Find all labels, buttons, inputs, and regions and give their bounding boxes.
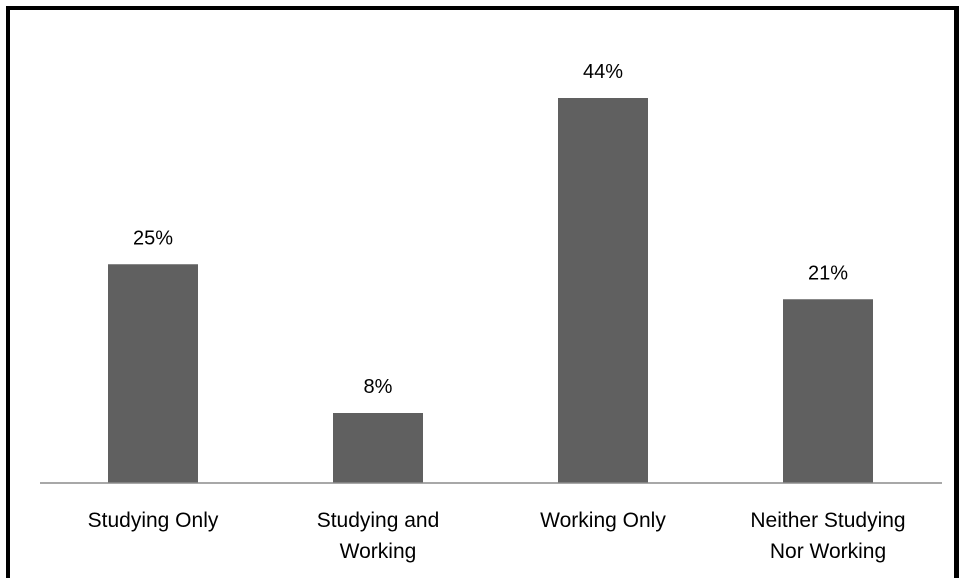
bar-3 (783, 299, 873, 483)
x-tick-label-line: Studying and (317, 509, 440, 532)
x-tick-label-line: Working (340, 540, 417, 563)
x-tick-label-line: Neither Studying (750, 509, 905, 532)
data-label-2: 44% (583, 61, 623, 83)
data-label-3: 21% (808, 262, 848, 284)
x-tick-label-line: Studying Only (88, 509, 219, 532)
data-labels-group: 25% 8% 44% 21% (133, 61, 848, 398)
x-tick-label-3: Neither Studying Nor Working (750, 509, 905, 563)
x-tick-label-0: Studying Only (88, 509, 219, 532)
bar-1 (333, 413, 423, 483)
bar-0 (108, 264, 198, 483)
bar-2 (558, 98, 648, 483)
x-tick-labels-group: Studying Only Studying and Working Working … (88, 509, 906, 563)
data-label-1: 8% (364, 376, 393, 398)
x-tick-label-line: Working Only (540, 509, 666, 532)
x-tick-label-line: Nor Working (770, 540, 886, 563)
x-tick-label-2: Working Only (540, 509, 666, 532)
x-tick-label-1: Studying and Working (317, 509, 440, 563)
data-label-0: 25% (133, 227, 173, 249)
bars-group (108, 98, 873, 483)
